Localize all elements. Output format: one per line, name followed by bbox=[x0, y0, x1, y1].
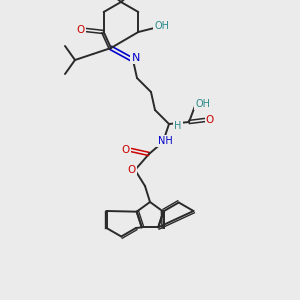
Text: O: O bbox=[206, 115, 214, 125]
Text: N: N bbox=[132, 53, 140, 63]
Text: H: H bbox=[174, 121, 182, 131]
Text: OH: OH bbox=[155, 21, 170, 31]
Text: NH: NH bbox=[158, 136, 172, 146]
Text: OH: OH bbox=[196, 99, 211, 109]
Text: O: O bbox=[76, 25, 85, 35]
Text: O: O bbox=[128, 165, 136, 175]
Text: O: O bbox=[122, 145, 130, 155]
